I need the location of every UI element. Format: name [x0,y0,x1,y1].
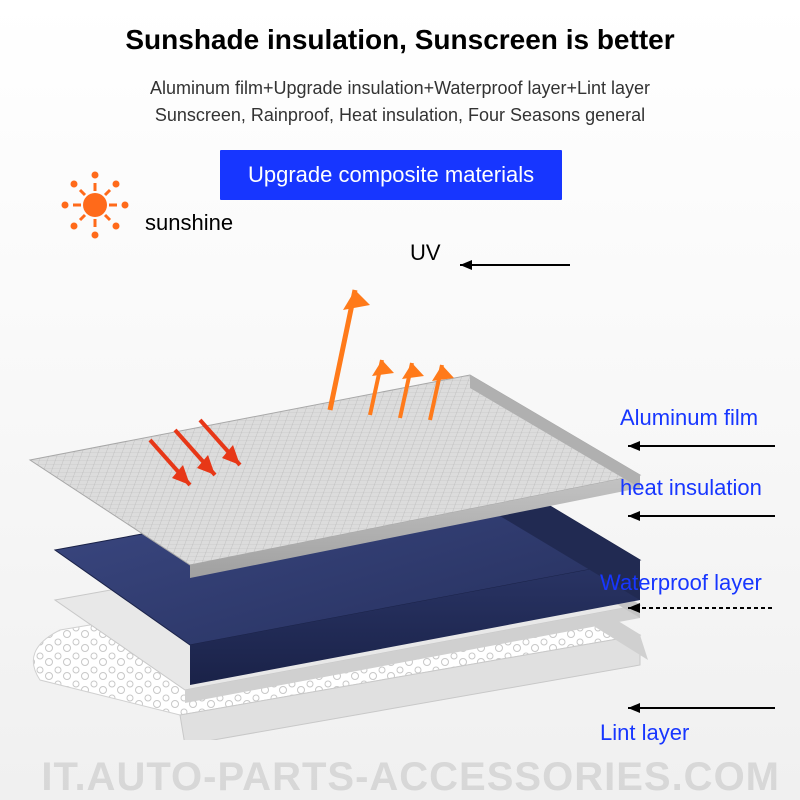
waterproof-label: Waterproof layer [600,570,762,596]
upgrade-badge: Upgrade composite materials [220,150,562,200]
subtitle-line1: Aluminum film+Upgrade insulation+Waterpr… [150,78,650,98]
sun-icon [55,165,135,245]
aluminum-label: Aluminum film [620,405,758,431]
aluminum-arrow-icon [620,438,780,454]
page-title: Sunshade insulation, Sunscreen is better [125,24,674,56]
waterproof-arrow-icon [620,600,780,616]
watermark: IT.AUTO-PARTS-ACCESSORIES.COM [41,755,780,800]
heat-label: heat insulation [620,475,762,501]
heat-arrow-icon [620,508,780,524]
subtitle: Aluminum film+Upgrade insulation+Waterpr… [150,75,650,129]
lint-arrow-icon [620,700,780,716]
sunshine-label: sunshine [145,210,233,236]
subtitle-line2: Sunscreen, Rainproof, Heat insulation, F… [155,105,645,125]
lint-label: Lint layer [600,720,689,746]
